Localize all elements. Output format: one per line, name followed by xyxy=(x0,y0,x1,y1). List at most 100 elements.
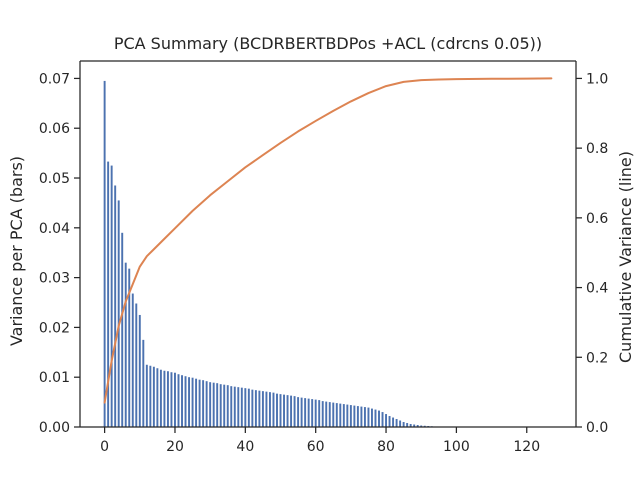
right-y-tick-label-4: 0.8 xyxy=(586,141,608,157)
variance-bar-pc-40 xyxy=(244,388,246,427)
variance-bar-pc-56 xyxy=(301,398,303,427)
left-y-tick-label-5: 0.05 xyxy=(39,171,70,187)
variance-bar-pc-84 xyxy=(399,421,401,427)
variance-bar-pc-69 xyxy=(346,405,348,427)
variance-bar-pc-50 xyxy=(280,394,282,427)
variance-bar-pc-59 xyxy=(311,399,313,427)
variance-bar-pc-21 xyxy=(178,374,180,427)
variance-bar-pc-73 xyxy=(360,407,362,427)
chart-title: PCA Summary (BCDRBERTBDPos +ACL (cdrcns … xyxy=(114,34,542,53)
variance-bar-pc-20 xyxy=(174,373,176,427)
left-y-tick-label-7: 0.07 xyxy=(39,71,70,87)
x-tick-label-40: 40 xyxy=(236,439,254,455)
variance-bar-pc-52 xyxy=(287,395,289,427)
line-layer xyxy=(105,78,552,402)
variance-bar-pc-61 xyxy=(318,400,320,427)
variance-bar-pc-85 xyxy=(403,422,405,427)
variance-bar-pc-60 xyxy=(315,400,317,427)
variance-bar-pc-54 xyxy=(294,396,296,427)
variance-bar-pc-23 xyxy=(185,376,187,427)
variance-bar-pc-6 xyxy=(125,263,127,427)
variance-bar-pc-37 xyxy=(234,387,236,427)
left-y-tick-label-0: 0.00 xyxy=(39,420,70,436)
x-tick-label-20: 20 xyxy=(166,439,184,455)
variance-bar-pc-39 xyxy=(241,388,243,427)
variance-bar-pc-29 xyxy=(206,381,208,427)
left-y-tick-label-2: 0.02 xyxy=(39,320,70,336)
left-y-tick-label-6: 0.06 xyxy=(39,121,70,137)
variance-bar-pc-48 xyxy=(273,393,275,427)
variance-bar-pc-4 xyxy=(118,200,120,427)
variance-bar-pc-75 xyxy=(367,408,369,427)
variance-bar-pc-80 xyxy=(385,414,387,427)
bars-layer xyxy=(104,81,475,427)
variance-bar-pc-13 xyxy=(149,366,151,427)
left-y-tick-label-3: 0.03 xyxy=(39,271,70,287)
variance-bar-pc-33 xyxy=(220,384,222,427)
variance-bar-pc-63 xyxy=(325,402,327,427)
variance-bar-pc-72 xyxy=(357,406,359,427)
variance-bar-pc-83 xyxy=(396,419,398,427)
variance-bar-pc-22 xyxy=(181,375,183,427)
variance-bar-pc-2 xyxy=(111,166,113,427)
x-tick-label-0: 0 xyxy=(100,439,109,455)
left-y-tick-label-4: 0.04 xyxy=(39,221,70,237)
variance-bar-pc-36 xyxy=(230,386,232,427)
variance-bar-pc-78 xyxy=(378,411,380,427)
variance-bar-pc-43 xyxy=(255,390,257,427)
variance-bar-pc-64 xyxy=(329,402,331,427)
variance-bar-pc-16 xyxy=(160,370,162,427)
right-y-axis-label: Cumulative Variance (line) xyxy=(616,151,635,363)
x-tick-label-80: 80 xyxy=(377,439,395,455)
variance-bar-pc-34 xyxy=(223,385,225,427)
variance-bar-pc-25 xyxy=(192,378,194,427)
variance-bar-pc-51 xyxy=(283,395,285,427)
variance-bar-pc-15 xyxy=(156,368,158,427)
variance-bar-pc-76 xyxy=(371,409,373,427)
variance-bar-pc-8 xyxy=(132,294,134,427)
variance-bar-pc-57 xyxy=(304,398,306,427)
x-tick-label-120: 120 xyxy=(513,439,540,455)
variance-bar-pc-77 xyxy=(375,410,377,427)
variance-bar-pc-11 xyxy=(142,340,144,427)
variance-bar-pc-38 xyxy=(237,387,239,427)
right-y-tick-label-1: 0.2 xyxy=(586,350,608,366)
variance-bar-pc-44 xyxy=(258,391,260,427)
variance-bar-pc-17 xyxy=(163,371,165,427)
x-tick-label-60: 60 xyxy=(307,439,325,455)
right-y-tick-label-5: 1.0 xyxy=(586,71,608,87)
variance-bar-pc-58 xyxy=(308,399,310,427)
variance-bar-pc-46 xyxy=(265,392,267,427)
right-y-tick-label-3: 0.6 xyxy=(586,211,608,227)
variance-bar-pc-68 xyxy=(343,404,345,427)
variance-bar-pc-41 xyxy=(248,389,250,427)
variance-bar-pc-42 xyxy=(251,390,253,427)
variance-bar-pc-19 xyxy=(170,372,172,427)
x-tick-label-100: 100 xyxy=(443,439,470,455)
variance-bar-pc-71 xyxy=(353,406,355,427)
variance-bar-pc-18 xyxy=(167,371,169,427)
variance-bar-pc-65 xyxy=(332,403,334,427)
cumulative-variance-line xyxy=(105,78,552,402)
variance-bar-pc-79 xyxy=(382,412,384,427)
variance-bar-pc-35 xyxy=(227,385,229,427)
variance-bar-pc-74 xyxy=(364,407,366,427)
variance-bar-pc-24 xyxy=(188,377,190,427)
variance-bar-pc-31 xyxy=(213,383,215,427)
right-y-tick-label-0: 0.0 xyxy=(586,420,608,436)
variance-bar-pc-70 xyxy=(350,405,352,427)
variance-bar-pc-62 xyxy=(322,401,324,427)
variance-bar-pc-45 xyxy=(262,391,264,427)
variance-bar-pc-5 xyxy=(121,233,123,427)
variance-bar-pc-81 xyxy=(389,416,391,427)
variance-bar-pc-10 xyxy=(139,315,141,427)
left-y-axis-label: Variance per PCA (bars) xyxy=(7,156,26,346)
variance-bar-pc-67 xyxy=(339,404,341,427)
variance-bar-pc-27 xyxy=(199,380,201,427)
variance-bar-pc-9 xyxy=(135,304,137,427)
variance-bar-pc-0 xyxy=(104,81,106,427)
variance-bar-pc-32 xyxy=(216,383,218,427)
variance-bar-pc-30 xyxy=(209,382,211,427)
